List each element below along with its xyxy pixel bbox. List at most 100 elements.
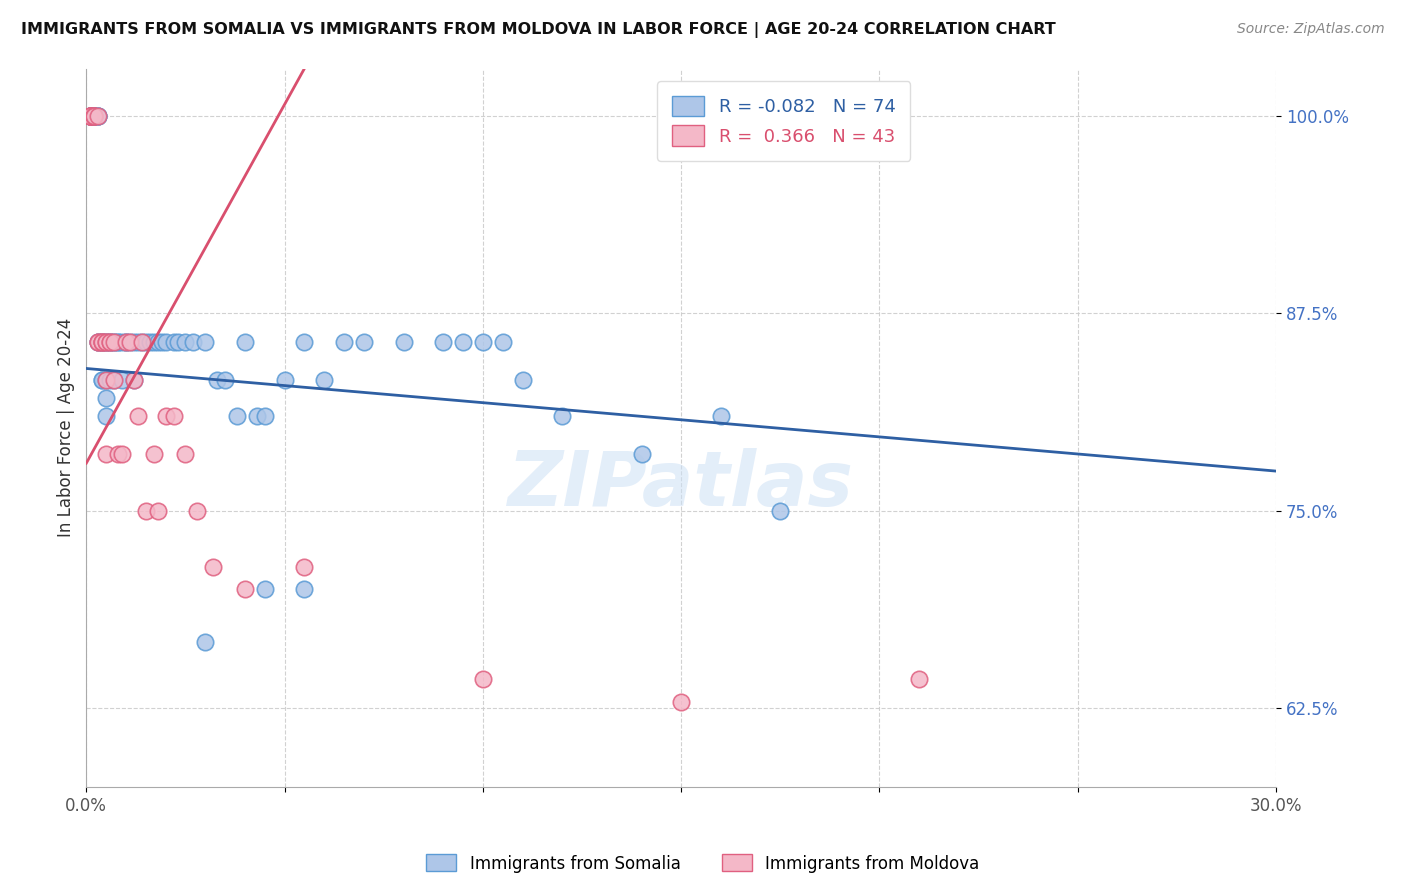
- Point: [103, 334, 125, 349]
- Text: ZIPatlas: ZIPatlas: [508, 448, 855, 522]
- Point: [79, 109, 101, 123]
- Point: [83, 109, 105, 123]
- Point: [94, 372, 117, 386]
- Point: [94, 392, 117, 406]
- Point: [166, 334, 188, 349]
- Point: [79, 109, 101, 123]
- Point: [127, 409, 149, 423]
- Point: [155, 804, 177, 818]
- Point: [79, 109, 101, 123]
- Point: [174, 334, 197, 349]
- Point: [146, 334, 169, 349]
- Point: [710, 409, 733, 423]
- Point: [91, 372, 114, 386]
- Text: Source: ZipAtlas.com: Source: ZipAtlas.com: [1237, 22, 1385, 37]
- Point: [392, 334, 415, 349]
- Point: [471, 673, 494, 687]
- Point: [87, 334, 110, 349]
- Point: [118, 334, 141, 349]
- Point: [87, 109, 110, 123]
- Point: [131, 334, 153, 349]
- Point: [492, 334, 515, 349]
- Point: [194, 334, 217, 349]
- Point: [314, 372, 336, 386]
- Point: [98, 334, 121, 349]
- Point: [111, 372, 134, 386]
- Point: [233, 582, 256, 597]
- Point: [87, 109, 110, 123]
- Point: [908, 673, 931, 687]
- Point: [630, 447, 652, 461]
- Point: [79, 109, 101, 123]
- Point: [214, 372, 236, 386]
- Point: [253, 409, 276, 423]
- Point: [94, 334, 117, 349]
- Point: [87, 334, 110, 349]
- Point: [669, 695, 692, 709]
- Point: [471, 334, 494, 349]
- Point: [94, 334, 117, 349]
- Point: [142, 447, 165, 461]
- Point: [294, 334, 316, 349]
- Point: [107, 334, 129, 349]
- Point: [186, 503, 208, 517]
- Point: [246, 409, 269, 423]
- Point: [512, 372, 534, 386]
- Point: [551, 409, 574, 423]
- Point: [174, 447, 197, 461]
- Point: [79, 109, 101, 123]
- Point: [91, 334, 114, 349]
- Point: [202, 560, 225, 574]
- Point: [87, 334, 110, 349]
- Point: [432, 334, 454, 349]
- Point: [98, 372, 121, 386]
- Point: [294, 560, 316, 574]
- Point: [87, 109, 110, 123]
- Point: [83, 109, 105, 123]
- Point: [253, 582, 276, 597]
- Point: [91, 334, 114, 349]
- Text: IMMIGRANTS FROM SOMALIA VS IMMIGRANTS FROM MOLDOVA IN LABOR FORCE | AGE 20-24 CO: IMMIGRANTS FROM SOMALIA VS IMMIGRANTS FR…: [21, 22, 1056, 38]
- Point: [294, 582, 316, 597]
- Point: [111, 334, 134, 349]
- Point: [83, 109, 105, 123]
- Point: [139, 334, 162, 349]
- Point: [183, 334, 205, 349]
- Point: [91, 334, 114, 349]
- Point: [94, 447, 117, 461]
- Point: [233, 334, 256, 349]
- Point: [162, 334, 184, 349]
- Point: [98, 334, 121, 349]
- Point: [107, 447, 129, 461]
- Point: [146, 503, 169, 517]
- Point: [83, 109, 105, 123]
- Point: [79, 109, 101, 123]
- Point: [87, 109, 110, 123]
- Point: [451, 334, 474, 349]
- Point: [94, 334, 117, 349]
- Point: [98, 334, 121, 349]
- Point: [122, 334, 145, 349]
- Legend: R = -0.082   N = 74, R =  0.366   N = 43: R = -0.082 N = 74, R = 0.366 N = 43: [658, 81, 910, 161]
- Point: [155, 334, 177, 349]
- Point: [103, 334, 125, 349]
- Point: [122, 372, 145, 386]
- Point: [135, 334, 157, 349]
- Point: [131, 334, 153, 349]
- Point: [194, 634, 217, 648]
- Legend: Immigrants from Somalia, Immigrants from Moldova: Immigrants from Somalia, Immigrants from…: [419, 847, 987, 880]
- Point: [115, 334, 138, 349]
- Point: [83, 109, 105, 123]
- Point: [122, 372, 145, 386]
- Point: [115, 334, 138, 349]
- Point: [769, 503, 792, 517]
- Point: [103, 372, 125, 386]
- Point: [91, 372, 114, 386]
- Point: [107, 334, 129, 349]
- Point: [226, 409, 249, 423]
- Point: [94, 372, 117, 386]
- Point: [150, 334, 173, 349]
- Point: [83, 109, 105, 123]
- Point: [91, 334, 114, 349]
- Point: [98, 334, 121, 349]
